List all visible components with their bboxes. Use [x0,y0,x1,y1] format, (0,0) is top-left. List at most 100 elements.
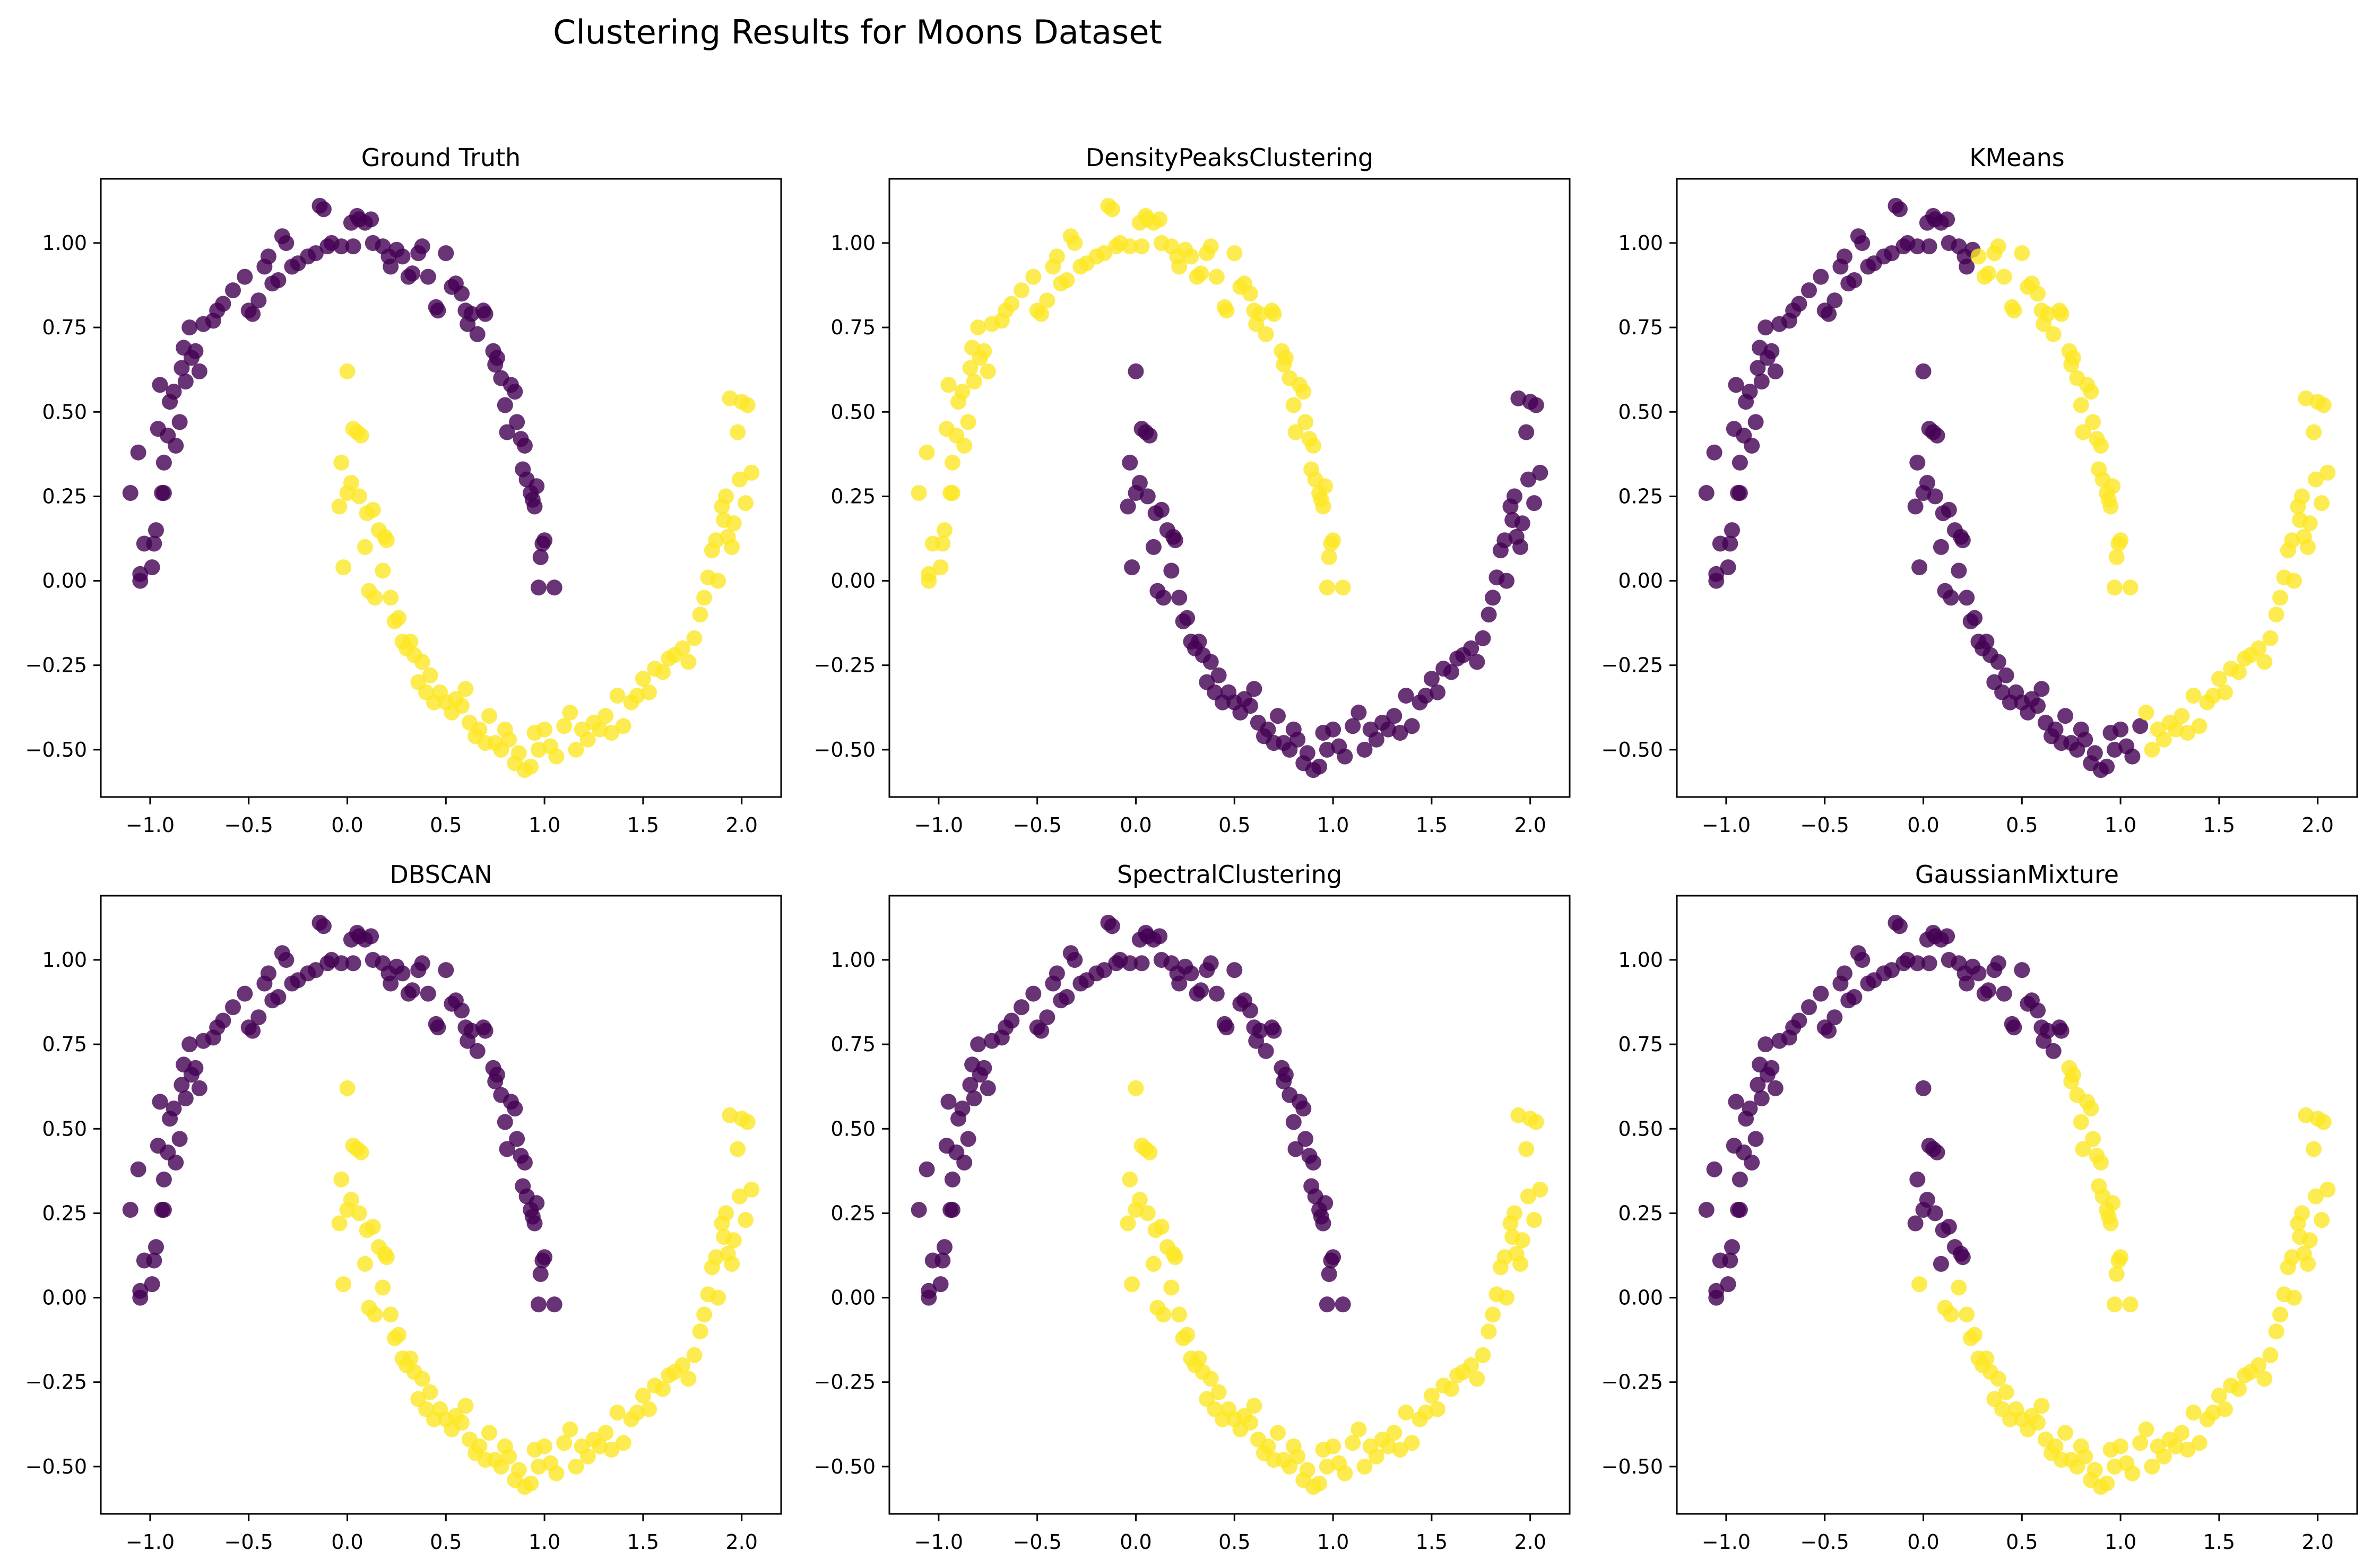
point-cluster-1 [2217,684,2233,700]
point-cluster-0 [237,268,253,285]
point-cluster-0 [270,272,287,288]
point-cluster-0 [529,478,545,495]
subplot-title: Ground Truth [361,143,521,172]
point-cluster-1 [1463,1357,1479,1373]
point-cluster-0 [1430,684,1445,700]
point-cluster-1 [562,1421,578,1437]
point-cluster-1 [1970,248,1987,265]
x-tick-label: 0.0 [1907,813,1939,837]
point-cluster-0 [215,296,231,312]
point-cluster-0 [345,955,361,972]
point-cluster-0 [1226,962,1243,978]
point-cluster-1 [921,566,937,582]
point-cluster-1 [730,1141,746,1157]
subplot-4: DBSCAN −1.0 −0.5 0.0 0.5 1.0 1.5 2.0 −0.50 −0.25 0… [25,860,782,1554]
point-cluster-1 [615,718,631,734]
point-cluster-1 [732,471,748,488]
point-cluster-1 [1423,1388,1440,1404]
point-cluster-0 [2030,1002,2046,1019]
point-cluster-0 [1277,1067,1294,1083]
point-cluster-1 [738,495,754,512]
point-cluster-1 [1067,235,1083,251]
point-cluster-1 [1443,1381,1459,1397]
point-cluster-0 [1959,590,1975,606]
point-cluster-1 [1943,1306,1959,1323]
point-cluster-0 [168,437,184,454]
point-cluster-1 [615,1435,631,1451]
y-tick-label: −0.50 [814,738,876,761]
point-cluster-1 [1386,1425,1403,1441]
x-tick-label: −1.0 [126,813,175,837]
x-tick-label: 2.0 [725,813,757,837]
point-cluster-0 [1915,1080,1932,1096]
point-cluster-1 [2314,1212,2330,1228]
point-cluster-1 [1305,437,1321,454]
point-cluster-1 [1153,1218,1170,1235]
point-cluster-0 [1915,363,1932,379]
point-cluster-0 [333,955,350,972]
point-cluster-0 [404,265,421,282]
point-cluster-0 [1122,454,1138,471]
point-cluster-1 [1526,1212,1543,1228]
point-cluster-1 [501,1448,517,1465]
point-cluster-0 [1345,718,1361,734]
x-tick-label: 0.5 [1218,1530,1250,1554]
point-cluster-0 [155,454,172,471]
point-cluster-1 [2308,471,2324,488]
point-cluster-1 [2155,731,2172,748]
point-cluster-1 [1210,1384,1227,1400]
point-cluster-0 [1813,985,1829,1002]
point-cluster-0 [1744,1154,1760,1171]
y-tick-label: −0.50 [1601,738,1663,761]
point-cluster-0 [1141,427,1158,444]
point-cluster-1 [655,664,671,680]
point-cluster-0 [956,1154,973,1171]
point-cluster-1 [1139,1205,1156,1222]
point-cluster-0 [1270,708,1286,724]
axes-frame [100,178,782,798]
point-cluster-1 [2113,1438,2129,1454]
point-cluster-0 [1335,1296,1351,1313]
point-cluster-1 [2122,579,2139,596]
point-cluster-0 [1791,1012,1807,1029]
point-cluster-0 [1978,634,1995,650]
y-tick-label: 1.00 [42,231,87,255]
point-cluster-1 [1145,1255,1162,1272]
point-cluster-0 [1996,985,2012,1002]
point-cluster-0 [454,1002,470,1019]
point-cluster-1 [2179,1442,2196,1458]
point-cluster-1 [1124,1276,1140,1293]
y-tick-label: 0.00 [1618,1286,1663,1310]
y-tick-label: 0.25 [1618,484,1663,508]
x-tick-label: 1.5 [2203,813,2235,837]
point-cluster-1 [562,704,578,721]
point-cluster-1 [956,437,973,454]
point-cluster-0 [181,1036,198,1053]
point-cluster-0 [1907,498,1924,515]
point-cluster-0 [2006,1019,2022,1036]
point-cluster-1 [2155,1448,2172,1465]
point-cluster-0 [1124,559,1140,576]
point-cluster-0 [1767,363,1784,379]
point-cluster-0 [438,962,454,978]
point-cluster-0 [2087,745,2103,761]
y-tick-label: 1.00 [1618,231,1663,255]
point-cluster-1 [2308,1188,2324,1205]
point-cluster-1 [743,464,760,481]
point-cluster-0 [980,1080,996,1096]
point-cluster-0 [1499,573,1515,589]
point-cluster-1 [1059,272,1075,288]
point-cluster-1 [1171,258,1188,275]
point-cluster-0 [1131,475,1148,491]
scatter-points [911,914,1548,1495]
point-cluster-0 [1921,955,1937,972]
point-cluster-0 [146,535,162,552]
point-cluster-1 [1351,1421,1367,1437]
point-cluster-0 [529,1195,545,1211]
point-cluster-0 [1943,590,1959,606]
point-cluster-1 [724,539,740,555]
point-cluster-1 [2301,1232,2318,1249]
point-cluster-1 [2099,1475,2115,1492]
point-cluster-0 [1708,1283,1725,1299]
point-cluster-0 [333,238,350,255]
